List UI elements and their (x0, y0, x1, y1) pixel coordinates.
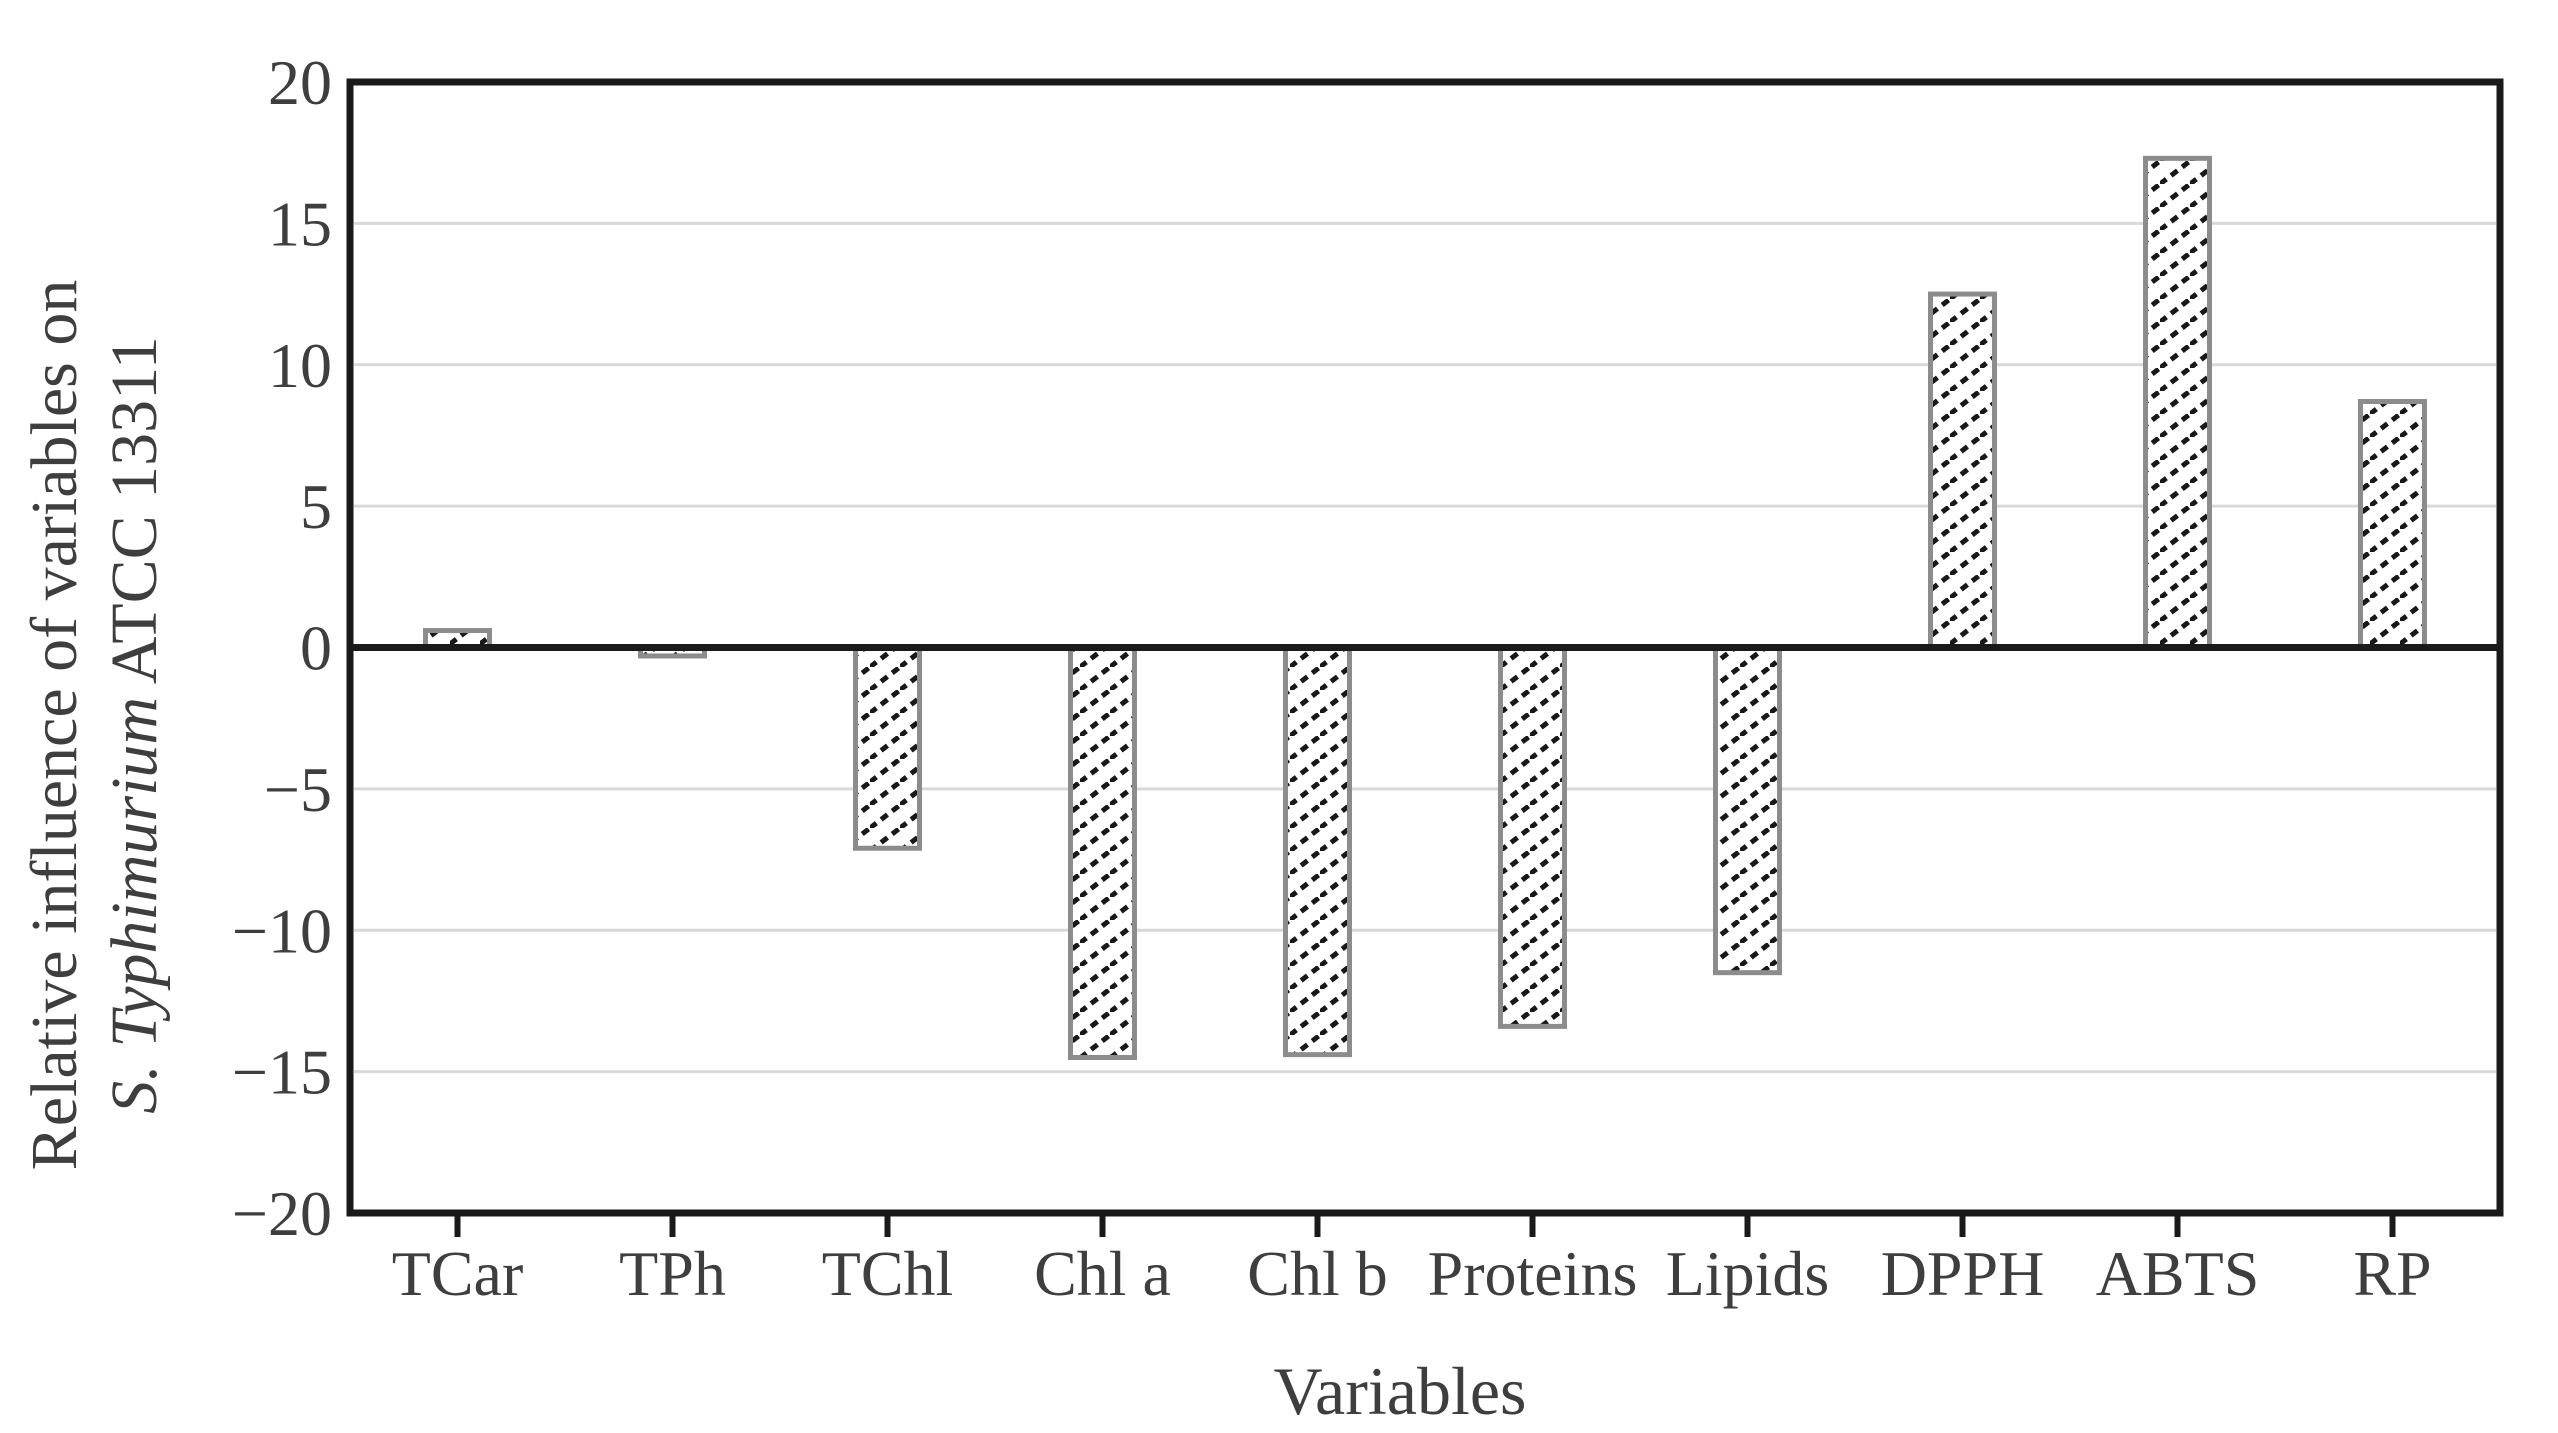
y-tick-label-0: 0 (300, 613, 332, 684)
x-category-label-proteins: Proteins (1428, 1238, 1638, 1309)
bar-chl-b (1283, 645, 1352, 1058)
y-tick-label-10: 10 (268, 330, 332, 401)
plot-border (346, 78, 2504, 1217)
y-axis-title-species: S. Typhimurium (98, 696, 171, 1114)
x-axis-title: Variables (1273, 1353, 1527, 1429)
bar-chl-a (1068, 645, 1137, 1060)
y-tick-label-15: 15 (268, 188, 332, 259)
y-axis-title-line1: Relative influence of variables on (18, 279, 91, 1171)
y-tick-label-5: 5 (300, 471, 332, 542)
x-category-label-tph: TPh (619, 1238, 726, 1309)
y-tick-label--10: −10 (232, 895, 332, 966)
y-axis-title-strain: ATCC 13311 (98, 336, 171, 697)
y-tick-label-20: 20 (268, 47, 332, 118)
x-category-label-tcar: TCar (392, 1238, 524, 1309)
bar-tchl (853, 645, 922, 851)
x-category-label-tchl: TChl (822, 1238, 954, 1309)
bar-dpph (1928, 291, 1997, 650)
y-axis-title-line2: S. Typhimurium ATCC 13311 (95, 25, 175, 1425)
y-tick-label--5: −5 (264, 754, 332, 825)
x-category-label-dpph: DPPH (1881, 1238, 2045, 1309)
bar-abts (2143, 155, 2212, 650)
bar-rp (2358, 399, 2427, 650)
y-tick-label--15: −15 (232, 1037, 332, 1108)
x-category-label-chl-b: Chl b (1247, 1238, 1387, 1309)
bar-lipids (1713, 645, 1782, 976)
bar-proteins (1498, 645, 1567, 1029)
x-category-label-lipids: Lipids (1666, 1238, 1830, 1309)
y-tick-label--20: −20 (232, 1178, 332, 1249)
x-category-label-abts: ABTS (2096, 1238, 2260, 1309)
y-axis-title: Relative influence of variables on S. Ty… (15, 25, 175, 1425)
x-category-label-chl-a: Chl a (1034, 1238, 1171, 1309)
x-category-label-rp: RP (2353, 1238, 2431, 1309)
